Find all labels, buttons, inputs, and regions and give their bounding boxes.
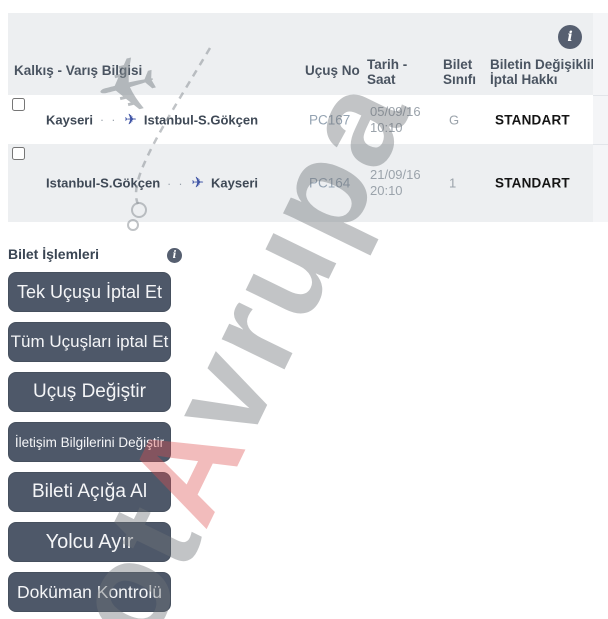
flight-2-route: Istanbul-S.Gökçen · · ✈ Kayseri bbox=[46, 176, 258, 191]
open-ticket-button[interactable]: Bileti Açığa Al bbox=[8, 472, 171, 512]
arrival-city: Kayseri bbox=[211, 175, 259, 191]
flight-row-outbound: Kayseri · · ✈ Istanbul-S.Gökçen PC167 05… bbox=[8, 95, 608, 144]
column-header-route: Kalkış - Varış Bilgisi bbox=[14, 63, 143, 78]
cancel-all-flights-button[interactable]: Tüm Uçuşları iptal Et bbox=[8, 322, 171, 362]
route-dashes: · · bbox=[167, 176, 185, 190]
departure-city: Kayseri bbox=[46, 112, 93, 127]
flight-1-date-time: 05/09/16 10:10 bbox=[370, 103, 421, 135]
split-passenger-button[interactable]: Yolcu Ayır bbox=[8, 522, 171, 562]
actions-section-title: Bilet İşlemleri bbox=[8, 246, 100, 262]
actions-info-icon[interactable]: i bbox=[167, 248, 182, 263]
flight-2-date-time: 21/09/16 20:10 bbox=[370, 167, 421, 198]
column-header-flight-no: Uçuş No bbox=[305, 63, 360, 78]
flight-1-number: PC167 bbox=[309, 112, 351, 127]
departure-city: Istanbul-S.Gökçen bbox=[46, 175, 161, 191]
table-right-gutter bbox=[593, 13, 608, 222]
arrival-city: Istanbul-S.Gökçen bbox=[143, 112, 259, 127]
flight-2-rights-badge: STANDART bbox=[495, 175, 570, 191]
table-info-icon[interactable]: i bbox=[558, 25, 582, 49]
column-header-ticket-class: Bilet Sınıfı bbox=[443, 57, 476, 87]
plane-icon: ✈ bbox=[124, 111, 137, 128]
flight-1-route: Kayseri · · ✈ Istanbul-S.Gökçen bbox=[46, 112, 258, 127]
flight-2-ticket-class: 1 bbox=[449, 175, 457, 191]
flight-2-checkbox[interactable] bbox=[12, 147, 25, 160]
plane-icon: ✈ bbox=[191, 174, 205, 192]
route-dashes: · · bbox=[99, 112, 118, 127]
flight-1-ticket-class: G bbox=[449, 112, 460, 127]
document-control-button[interactable]: Doküman Kontrolü bbox=[8, 572, 171, 612]
flight-row-return: Istanbul-S.Gökçen · · ✈ Kayseri PC164 21… bbox=[8, 144, 608, 222]
flight-1-rights-badge: STANDART bbox=[495, 112, 570, 127]
cancel-single-flight-button[interactable]: Tek Uçuşu İptal Et bbox=[8, 272, 171, 312]
change-contact-info-button[interactable]: İletişim Bilgilerini Değiştir bbox=[8, 422, 171, 462]
column-header-date-time: Tarih - Saat bbox=[367, 57, 408, 87]
column-header-change-cancel-rights: Biletin Değişiklik/ İptal Hakkı bbox=[490, 57, 602, 87]
table-header-band: i bbox=[8, 13, 608, 95]
flight-1-checkbox[interactable] bbox=[12, 98, 25, 111]
flight-2-number: PC164 bbox=[309, 175, 351, 191]
change-flight-button[interactable]: Uçuş Değiştir bbox=[8, 372, 171, 412]
